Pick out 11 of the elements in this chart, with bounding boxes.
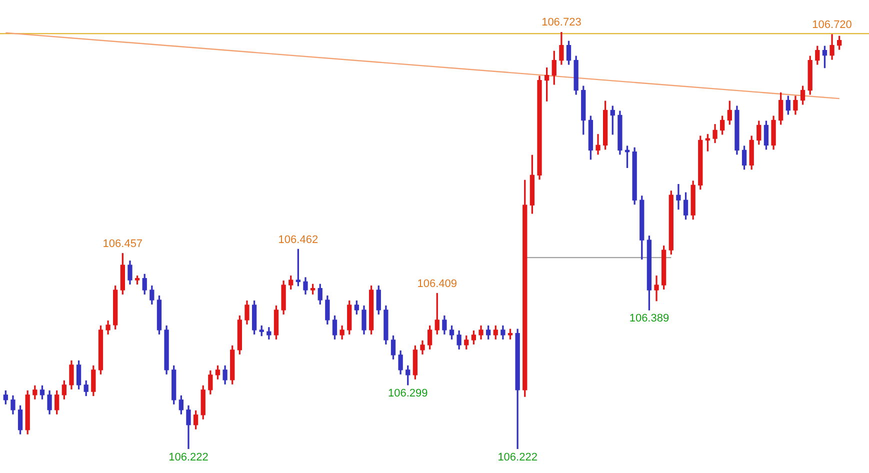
annotation: 106.389 <box>629 312 670 325</box>
annotation: 106.720 <box>812 19 852 32</box>
annotation: 106.409 <box>417 278 458 290</box>
candlestick <box>654 276 659 302</box>
candlestick <box>676 184 681 210</box>
annotation: 106.299 <box>388 387 428 400</box>
annotation: 106.222 <box>168 452 208 464</box>
annotation: 106.723 <box>542 16 582 29</box>
annotation: 106.457 <box>102 238 143 250</box>
annotation: 106.222 <box>498 452 538 464</box>
annotation: 106.462 <box>278 234 318 246</box>
